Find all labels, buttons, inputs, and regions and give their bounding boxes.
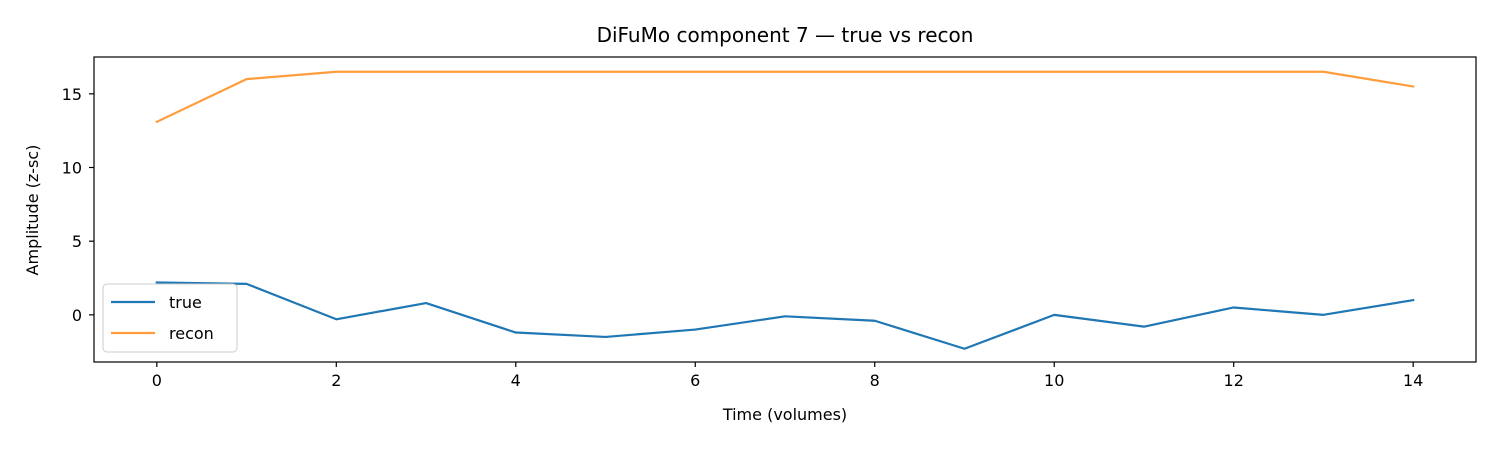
- series-line-recon: [155, 70, 1415, 124]
- y-axis-label: Amplitude (z-sc): [23, 145, 42, 276]
- x-axis-label: Time (volumes): [722, 405, 847, 424]
- x-tick-label: 12: [1224, 371, 1244, 390]
- plot-area: 0 2 4 6 8 10 12 14 0 5 10 15 true recon: [62, 56, 1477, 390]
- x-tick-label: 8: [870, 371, 880, 390]
- x-tick-label: 6: [690, 371, 700, 390]
- chart-title: DiFuMo component 7 — true vs recon: [597, 23, 974, 47]
- y-tick-label: 15: [62, 85, 82, 104]
- x-tick-label: 4: [511, 371, 521, 390]
- x-tick-label: 14: [1403, 371, 1423, 390]
- legend-label-true: true: [169, 293, 202, 312]
- axes-frame: [93, 56, 1477, 363]
- y-tick-label: 10: [62, 159, 82, 178]
- x-tick-label: 0: [152, 371, 162, 390]
- series-line-true: [155, 281, 1415, 350]
- legend-label-recon: recon: [169, 324, 214, 343]
- y-tick-label: 0: [72, 306, 82, 325]
- legend: true recon: [102, 283, 238, 353]
- y-tick-label: 5: [72, 232, 82, 251]
- x-tick-label: 10: [1044, 371, 1064, 390]
- x-tick-label: 2: [331, 371, 341, 390]
